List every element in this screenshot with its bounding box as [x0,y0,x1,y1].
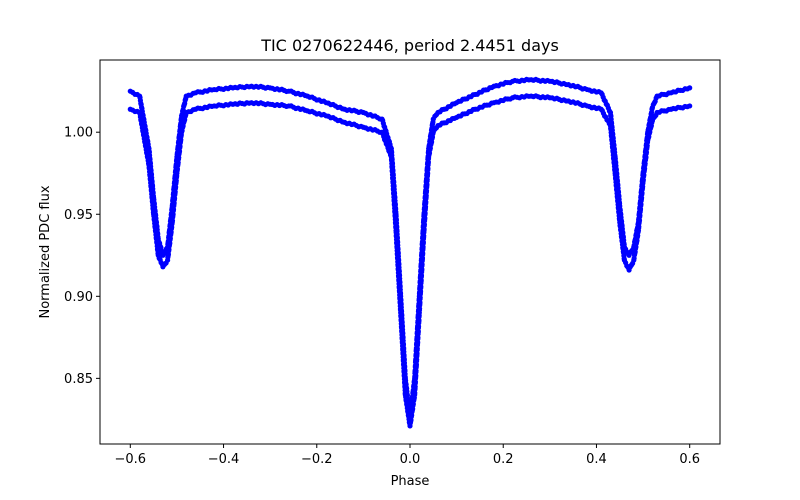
x-axis-label: Phase [391,474,430,489]
x-tick-label: 0.0 [400,452,421,467]
y-tick-label: 0.95 [64,208,93,223]
y-tick-label: 0.85 [64,372,93,387]
y-tick-label: 0.90 [64,290,93,305]
x-axis-ticks: −0.6 −0.4 −0.2 0.0 0.2 0.4 0.6 [115,444,700,467]
y-axis-label: Normalized PDC flux [38,185,53,318]
x-tick-label: 0.6 [679,452,700,467]
data-point [687,103,693,109]
data-point [687,85,693,91]
x-tick-label: −0.6 [115,452,147,467]
y-tick-label: 1.00 [64,126,93,141]
x-tick-label: 0.2 [493,452,514,467]
data-points [127,76,693,429]
chart-title: TIC 0270622446, period 2.4451 days [260,36,559,55]
x-tick-label: 0.4 [586,452,607,467]
x-tick-label: −0.4 [208,452,240,467]
y-axis-ticks: 0.85 0.90 0.95 1.00 [64,126,100,387]
x-tick-label: −0.2 [301,452,333,467]
